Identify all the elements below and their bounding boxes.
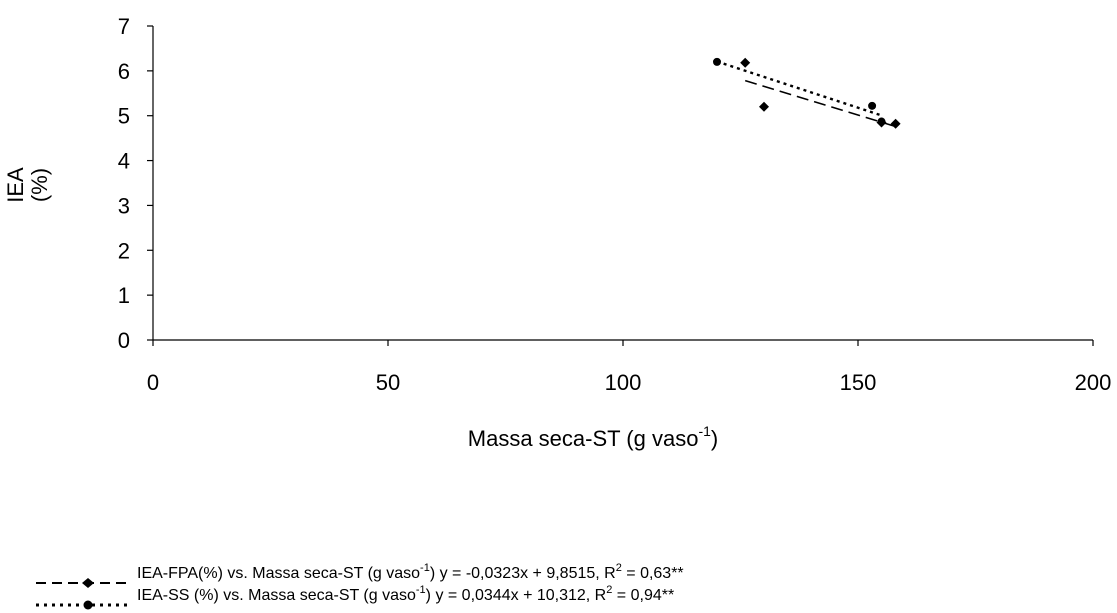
x-tick-label: 0	[147, 370, 159, 395]
y-axis-label-line2: (%)	[27, 168, 52, 202]
trendline-1	[716, 60, 882, 117]
data-point-diamond	[759, 101, 769, 112]
trendline-0	[744, 79, 896, 128]
x-axis-title-sup: -1	[698, 423, 711, 439]
y-tick-label: 2	[118, 238, 130, 263]
legend-entry-fpa: IEA-FPA(%) vs. Massa seca-ST (g vaso-1) …	[36, 562, 684, 588]
x-axis-title-main: Massa seca-ST (g vaso	[468, 426, 699, 451]
y-tick-label: 6	[118, 59, 130, 84]
x-axis-title-tail: )	[711, 426, 718, 451]
y-tick-label: 3	[118, 193, 130, 218]
y-tick-label: 7	[118, 14, 130, 39]
axes: 0 1 2 3 4 5 6 7 0 50 100 150 200	[118, 14, 1112, 395]
x-tick-label: 100	[605, 370, 642, 395]
x-tick-label: 150	[840, 370, 877, 395]
x-tick-label: 200	[1075, 370, 1112, 395]
legend-marker-circle	[83, 600, 93, 610]
data-point-circle	[868, 101, 877, 110]
legend-entry-ss: IEA-SS (%) vs. Massa seca-ST (g vaso-1) …	[36, 584, 674, 610]
data-point-circle	[713, 57, 721, 66]
y-tick-label: 1	[118, 283, 130, 308]
x-axis-title: Massa seca-ST (g vaso-1)	[468, 423, 718, 451]
data-point-circle	[877, 117, 886, 126]
y-tick-label: 0	[118, 328, 130, 353]
data-point-diamond	[890, 118, 901, 129]
legend-label-ss: IEA-SS (%) vs. Massa seca-ST (g vaso-1) …	[137, 584, 674, 604]
y-tick-label: 4	[118, 149, 130, 174]
x-tick-label: 50	[376, 370, 400, 395]
data-points	[713, 57, 901, 129]
y-axis-label-line1: IEA	[3, 167, 28, 203]
y-tick-label: 5	[118, 104, 130, 129]
y-axis-title: IEA (%)	[3, 167, 52, 203]
legend: IEA-FPA(%) vs. Massa seca-ST (g vaso-1) …	[36, 562, 684, 610]
legend-marker-diamond	[82, 578, 94, 588]
data-point-diamond	[740, 57, 751, 68]
trendlines	[716, 60, 896, 128]
legend-label-fpa: IEA-FPA(%) vs. Massa seca-ST (g vaso-1) …	[137, 562, 684, 582]
